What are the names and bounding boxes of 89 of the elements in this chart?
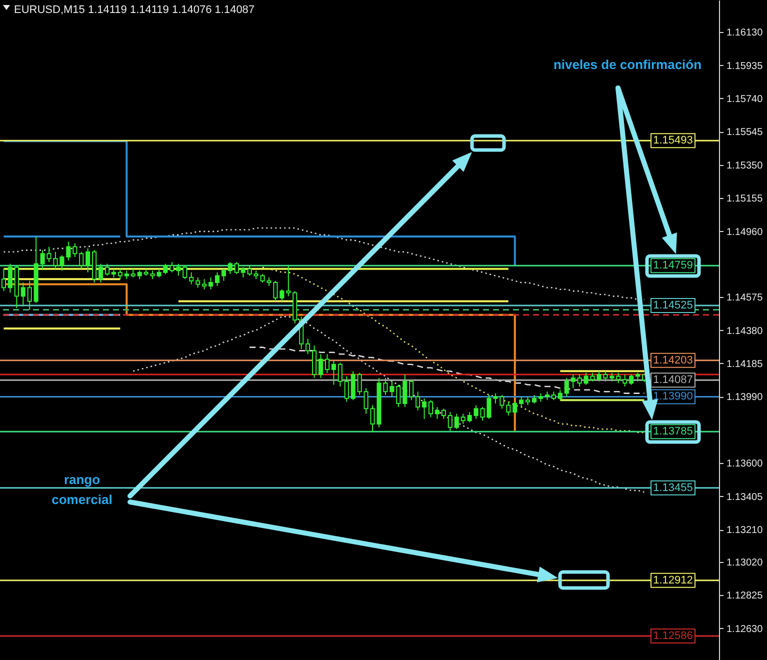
candlestick (448, 412, 452, 432)
candlestick (338, 362, 342, 387)
candlestick (27, 280, 32, 310)
candlestick (176, 263, 181, 276)
candlestick (221, 268, 226, 282)
y-tick-label: 1.15740 (726, 94, 764, 105)
candlestick (234, 262, 239, 275)
candlestick (324, 354, 330, 374)
candlestick (202, 278, 207, 290)
candlestick (350, 370, 356, 401)
candlestick (396, 384, 401, 408)
candlestick (357, 372, 362, 396)
ref-line-label: 1.13785 (653, 426, 693, 438)
y-tick-label: 1.15545 (726, 127, 764, 138)
candlestick (118, 268, 122, 280)
candlestick (454, 413, 459, 430)
annotation: niveles de confirmación (552, 56, 703, 74)
ref-line-label: 1.15493 (653, 134, 693, 147)
ref-line-label: 1.14203 (653, 354, 693, 366)
candlestick (240, 266, 246, 278)
y-tick-label: 1.14185 (726, 358, 764, 370)
y-tick-label: 1.15350 (726, 160, 764, 172)
candlestick (331, 360, 336, 386)
candlestick (422, 398, 427, 420)
candlestick (8, 263, 12, 294)
y-tick-label: 1.16130 (726, 28, 764, 39)
candlestick (500, 394, 504, 410)
y-tick-label: 1.13405 (726, 492, 764, 503)
y-tick-label: 1.14960 (726, 226, 764, 238)
candlestick (66, 241, 71, 261)
candlestick (460, 413, 466, 424)
line-series (132, 316, 645, 493)
y-tick-label: 1.13600 (726, 458, 764, 470)
candlestick (390, 380, 394, 398)
chart-title: EURUSD,M15 1.14119 1.14119 1.14076 1.14087 (14, 4, 255, 16)
candlestick (196, 276, 200, 288)
candlestick (564, 377, 569, 398)
candlestick (208, 276, 214, 290)
candlestick (512, 401, 518, 414)
candlestick (20, 282, 26, 307)
ref-line-label: 1.14525 (653, 300, 693, 312)
candlestick (312, 345, 317, 378)
candlestick (629, 374, 634, 386)
candlestick (86, 248, 90, 273)
candlestick (441, 408, 446, 420)
y-tick-label: 1.13990 (726, 392, 764, 404)
candlestick (428, 400, 434, 418)
ref-line-label: 1.14759 (653, 260, 693, 272)
y-tick-label: 1.15155 (726, 194, 764, 205)
candlestick (416, 391, 420, 411)
candlestick (519, 396, 524, 408)
candlestick (616, 372, 621, 384)
candlestick (104, 263, 110, 276)
y-tick-label: 1.14575 (726, 292, 764, 304)
ref-line-label: 1.14087 (653, 374, 693, 386)
y-tick-label: 1.13210 (726, 525, 764, 536)
candlestick (467, 412, 472, 423)
candlestick (79, 251, 84, 270)
y-tick-label: 1.15935 (726, 60, 764, 72)
candlestick (247, 265, 252, 276)
candlestick (622, 374, 628, 387)
candlestick (98, 263, 104, 284)
candlestick (558, 389, 562, 401)
candlestick (228, 262, 232, 275)
y-tick-label: 1.14380 (726, 326, 764, 337)
ref-line-label: 1.13990 (653, 390, 693, 403)
candlestick (72, 242, 78, 258)
ref-line-label: 1.12586 (653, 630, 693, 642)
line-series (262, 266, 645, 434)
candlestick (344, 376, 349, 402)
candlestick (306, 338, 310, 355)
candlestick (409, 379, 414, 401)
ref-line-label: 1.12912 (653, 574, 693, 586)
candlestick (577, 374, 582, 387)
ref-line-label: 1.13455 (653, 482, 693, 494)
y-tick-label: 1.12630 (726, 624, 764, 635)
candlestick (182, 265, 188, 280)
y-tick-label: 1.12825 (726, 590, 764, 602)
candlestick (570, 374, 576, 389)
candlestick (318, 354, 324, 378)
line-series (3, 227, 645, 300)
annotation: rango comercial (50, 471, 114, 509)
y-tick-label: 1.13020 (726, 558, 764, 569)
candlestick (286, 265, 291, 297)
candlestick (189, 272, 194, 285)
candlestick (506, 401, 511, 416)
candlestick (402, 374, 408, 408)
candlestick (434, 406, 440, 420)
candlestick (214, 272, 220, 286)
